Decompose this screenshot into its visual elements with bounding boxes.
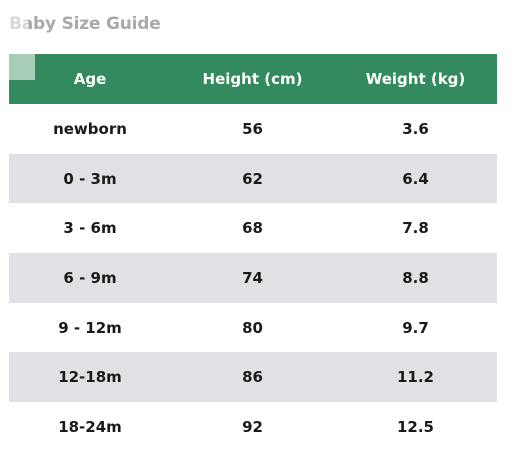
age-cell: 9 - 12m [58, 318, 122, 337]
height-cell: 80 [242, 318, 263, 337]
age-cell: 6 - 9m [63, 268, 117, 287]
age-cell: 18-24m [58, 417, 122, 436]
table-row: 3 - 6m 68 7.8 [9, 203, 497, 254]
age-cell: 0 - 3m [63, 169, 117, 188]
age-cell: 3 - 6m [63, 219, 117, 238]
age-cell: 12-18m [58, 368, 122, 387]
weight-cell: 11.2 [396, 368, 434, 387]
table-row: 12-18m 86 11.2 [9, 352, 497, 403]
table-row: newborn 56 3.6 [9, 104, 497, 154]
height-cell: 74 [242, 268, 263, 287]
weight-cell: 3.6 [402, 119, 429, 138]
weight-cell: 9.7 [402, 318, 429, 337]
page-title: Baby Size Guide [9, 14, 161, 34]
table-header-row: Age Height (cm) Weight (kg) [9, 54, 497, 104]
weight-cell: 8.8 [402, 268, 429, 287]
height-cell: 86 [242, 368, 263, 387]
height-cell: 92 [242, 417, 263, 436]
height-cell: 68 [242, 219, 263, 238]
table-row: 6 - 9m 74 8.8 [9, 253, 497, 303]
weight-cell: 12.5 [396, 417, 434, 436]
weight-cell: 7.8 [402, 219, 429, 238]
column-header-age: Age [73, 70, 107, 88]
age-cell: newborn [53, 119, 127, 138]
column-header-height: Height (cm) [202, 70, 303, 88]
weight-cell: 6.4 [402, 169, 429, 188]
height-cell: 62 [242, 169, 263, 188]
table-row: 9 - 12m 80 9.7 [9, 302, 497, 353]
size-guide-table: Age Height (cm) Weight (kg) newborn 56 3… [9, 54, 497, 452]
title-fade-overlay [0, 10, 28, 38]
table-row: 18-24m 92 12.5 [9, 402, 497, 452]
table-row: 0 - 3m 62 6.4 [9, 153, 497, 204]
header-corner-swatch [9, 54, 35, 80]
column-header-weight: Weight (kg) [365, 70, 466, 88]
height-cell: 56 [242, 119, 263, 138]
